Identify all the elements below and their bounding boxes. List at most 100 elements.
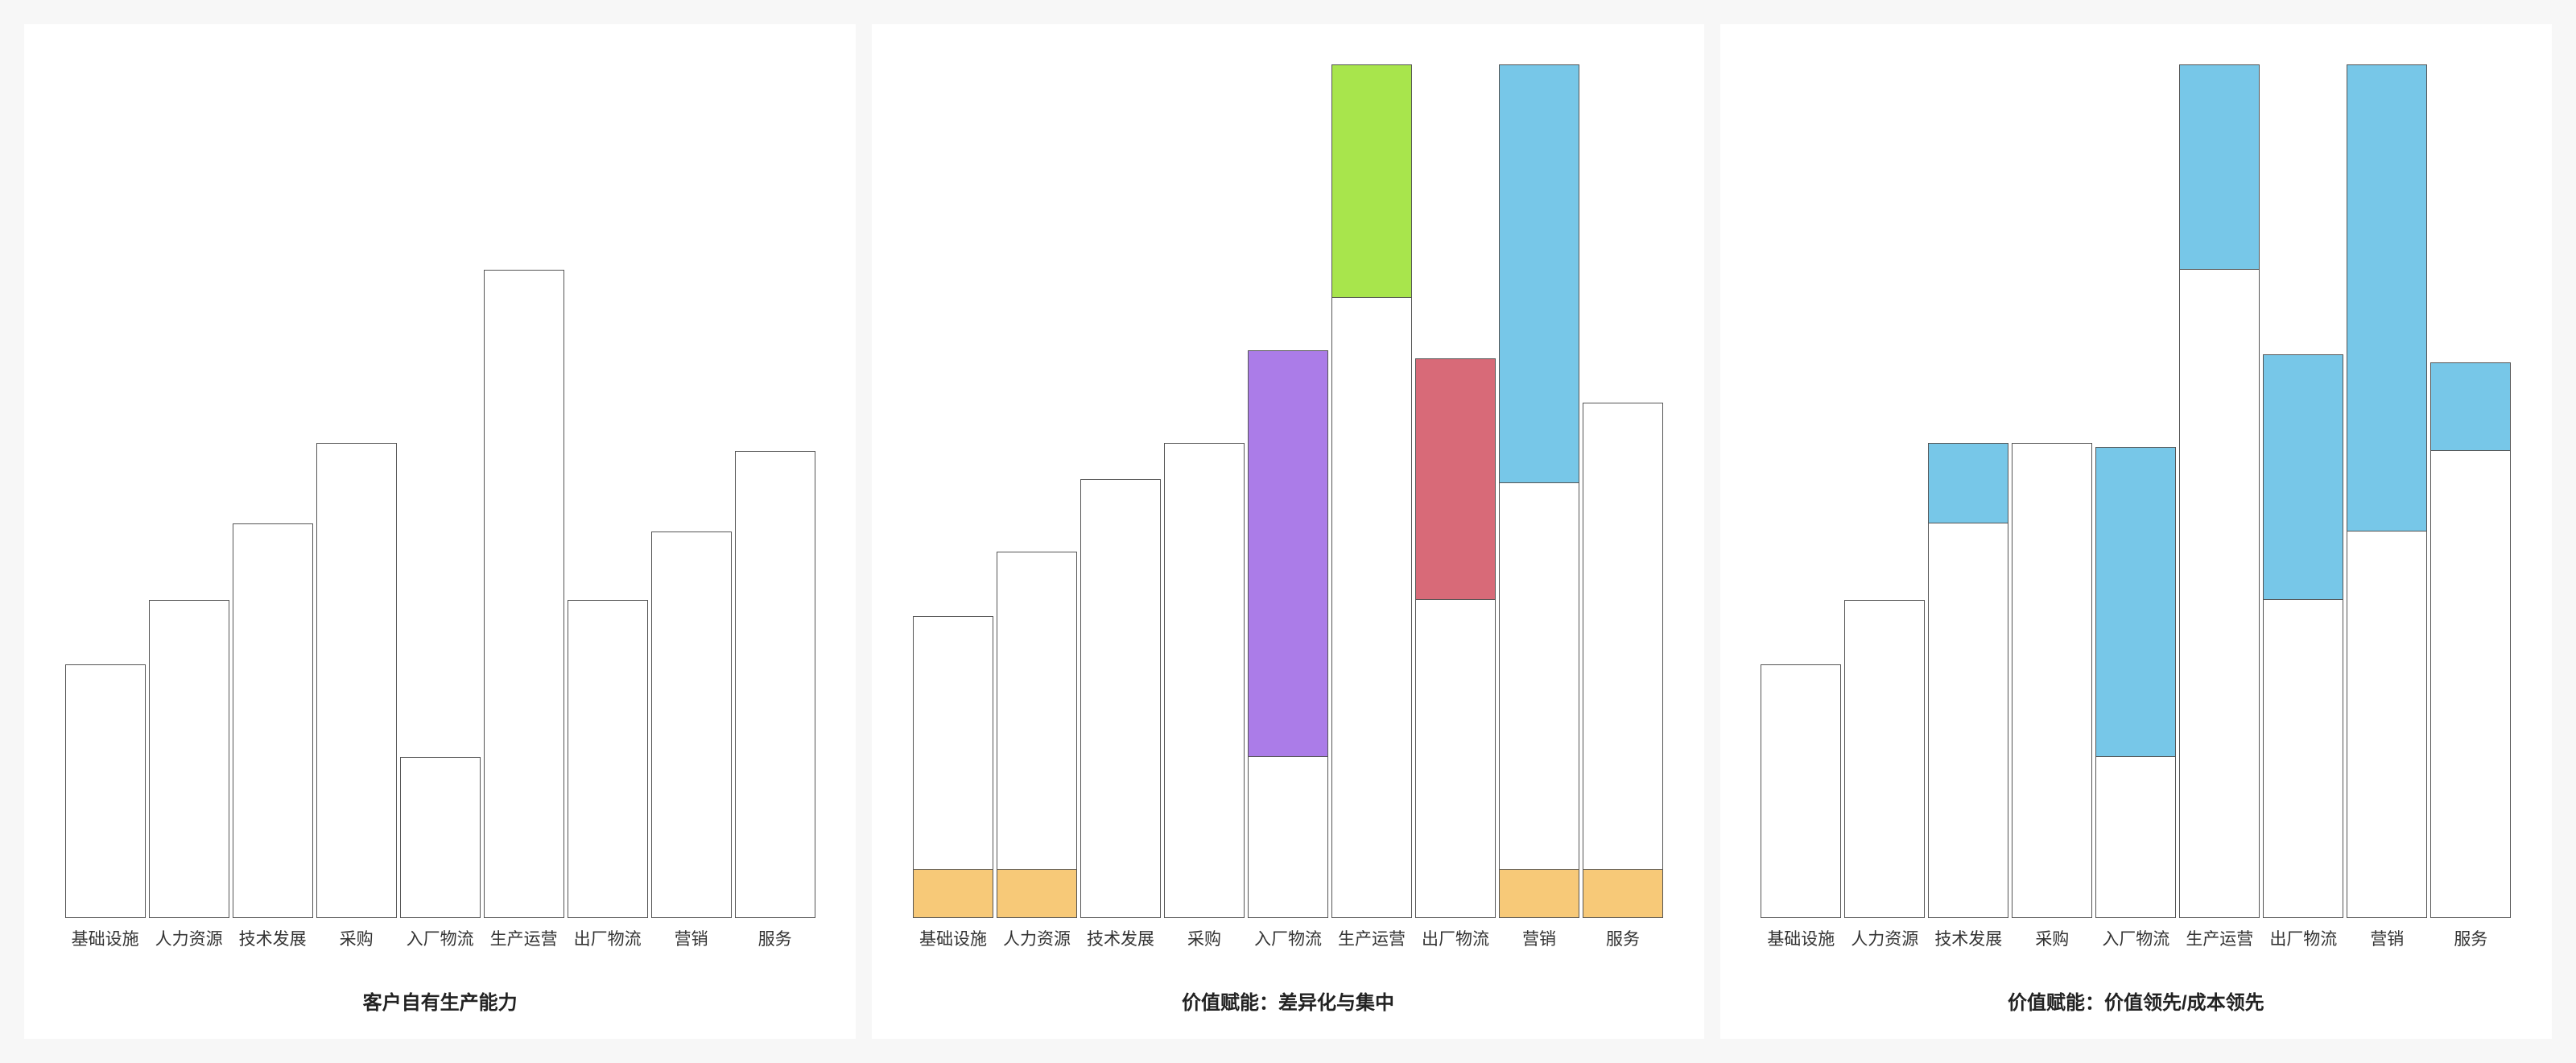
category-label: 服务 (2454, 926, 2487, 950)
bar-column: 营销 (2347, 64, 2427, 950)
bar-column: 人力资源 (149, 600, 229, 950)
bar-segment (735, 451, 815, 918)
chart-area: 基础设施人力资源技术发展采购入厂物流生产运营出厂物流营销服务 (872, 48, 1703, 950)
panel-title: 客户自有生产能力 (24, 950, 856, 1039)
bar-stack (2263, 354, 2343, 918)
bar-column: 入厂物流 (2095, 447, 2176, 950)
panel-2: 基础设施人力资源技术发展采购入厂物流生产运营出厂物流营销服务价值赋能：价值领先/… (1720, 24, 2552, 1039)
bar-column: 生产运营 (484, 270, 564, 950)
bar-stack (651, 532, 732, 918)
bar-segment (1761, 664, 1841, 918)
bar-stack (484, 270, 564, 918)
category-label: 人力资源 (1851, 926, 1918, 950)
bar-segment (2095, 757, 2176, 918)
bar-column: 技术发展 (1928, 443, 2008, 950)
bar-stack (2095, 447, 2176, 918)
category-label: 出厂物流 (1422, 926, 1489, 950)
bar-stack (1844, 600, 1925, 918)
bar-segment (568, 600, 648, 918)
bar-segment (913, 870, 993, 918)
bar-segment (2263, 354, 2343, 600)
bar-stack (400, 757, 481, 918)
bar-segment (2095, 447, 2176, 757)
bar-segment (1164, 443, 1245, 918)
category-label: 采购 (2035, 926, 2069, 950)
bar-stack (2012, 443, 2092, 918)
bar-segment (2347, 532, 2427, 918)
bar-column: 技术发展 (1080, 479, 1161, 950)
bar-stack (149, 600, 229, 918)
category-label: 采购 (340, 926, 374, 950)
bar-segment (1415, 600, 1496, 918)
bar-segment (1331, 64, 1412, 298)
bar-segment (651, 532, 732, 918)
bar-stack (997, 552, 1077, 918)
bar-segment (1499, 483, 1579, 870)
category-label: 入厂物流 (1254, 926, 1322, 950)
bar-column: 技术发展 (233, 523, 313, 950)
bar-stack (1248, 350, 1328, 918)
bar-segment (2012, 443, 2092, 918)
bar-segment (2179, 270, 2260, 918)
bar-column: 入厂物流 (1248, 350, 1328, 950)
category-label: 生产运营 (1338, 926, 1406, 950)
bar-segment (65, 664, 146, 918)
bar-stack (568, 600, 648, 918)
bar-segment (1844, 600, 1925, 918)
bar-segment (1248, 350, 1328, 757)
bar-stack (1928, 443, 2008, 918)
chart-area: 基础设施人力资源技术发展 采购 入厂物流生产运营出厂物流营销服务 (24, 48, 856, 950)
bar-segment (233, 523, 313, 918)
category-label: 服务 (758, 926, 792, 950)
bar-segment (2347, 64, 2427, 532)
bar-segment (1331, 298, 1412, 918)
bar-column: 基础设施 (1761, 664, 1841, 950)
bar-segment (484, 270, 564, 918)
bar-column: 出厂物流 (568, 600, 648, 950)
bar-segment (1248, 757, 1328, 918)
bar-segment (400, 757, 481, 918)
bar-column: 服务 (735, 451, 815, 950)
bar-segment (1080, 479, 1161, 918)
bar-column: 基础设施 (65, 664, 146, 950)
bar-column: 入厂物流 (400, 757, 481, 950)
chart-canvas: 基础设施人力资源技术发展采购入厂物流生产运营出厂物流营销服务客户自有生产能力基础… (0, 0, 2576, 1063)
panel-title: 价值赋能：差异化与集中 (872, 950, 1703, 1039)
category-label: 基础设施 (919, 926, 987, 950)
panel-title: 价值赋能：价值领先/成本领先 (1720, 950, 2552, 1039)
bar-stack (1415, 358, 1496, 918)
category-label: 生产运营 (490, 926, 558, 950)
bar-column: 生产运营 (2179, 64, 2260, 950)
bar-stack (2347, 64, 2427, 918)
bar-stack (1331, 64, 1412, 918)
bar-segment (1928, 443, 2008, 523)
bar-column: 采购 (2012, 443, 2092, 950)
bar-column: 生产运营 (1331, 64, 1412, 950)
bar-segment (997, 552, 1077, 870)
bar-segment (1415, 358, 1496, 600)
bar-segment (1928, 523, 2008, 918)
chart-area: 基础设施人力资源技术发展采购入厂物流生产运营出厂物流营销服务 (1720, 48, 2552, 950)
category-label: 人力资源 (155, 926, 223, 950)
category-label: 技术发展 (239, 926, 307, 950)
bar-stack (65, 664, 146, 918)
bar-stack (913, 616, 993, 918)
bar-stack (735, 451, 815, 918)
bar-column: 营销 (1499, 64, 1579, 950)
bar-segment (1499, 64, 1579, 483)
bar-column: 基础设施 (913, 616, 993, 950)
category-label: 人力资源 (1003, 926, 1071, 950)
bar-column: 营销 (651, 532, 732, 950)
bar-segment (2430, 451, 2511, 918)
bar-segment (316, 443, 397, 918)
bar-segment (997, 870, 1077, 918)
bar-column: 人力资源 (1844, 600, 1925, 950)
category-label: 服务 (1606, 926, 1640, 950)
bar-segment (913, 616, 993, 870)
bar-stack (2179, 64, 2260, 918)
bar-segment (1499, 870, 1579, 918)
bar-stack (316, 443, 397, 918)
category-label: 技术发展 (1087, 926, 1154, 950)
category-label: 出厂物流 (574, 926, 642, 950)
bar-stack (233, 523, 313, 918)
